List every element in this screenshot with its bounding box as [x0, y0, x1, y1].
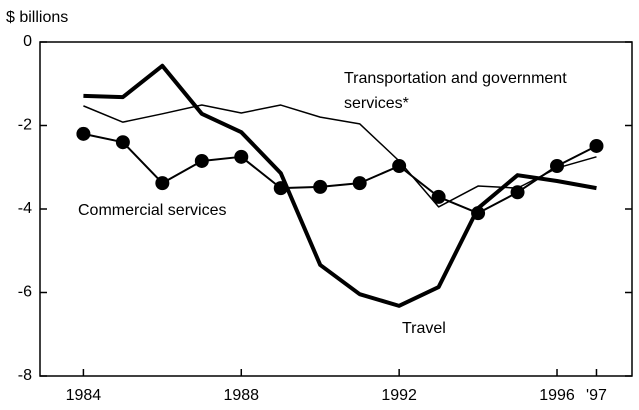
series-annotation: Commercial services	[78, 202, 227, 219]
x-tick-label: 1996	[539, 387, 575, 404]
y-tick-label: -6	[18, 284, 32, 301]
data-point	[392, 158, 407, 173]
data-point	[431, 189, 446, 204]
series-line	[83, 132, 597, 215]
data-point	[550, 158, 565, 173]
data-point	[194, 153, 209, 168]
y-tick-label: -2	[18, 117, 32, 134]
data-point	[155, 176, 170, 191]
x-tick-label: 1984	[66, 387, 102, 404]
y-axis-label: $ billions	[6, 9, 68, 26]
series-line	[83, 63, 597, 308]
series-annotation: Travel	[402, 320, 446, 337]
y-tick-label: -8	[18, 367, 32, 384]
x-tick-label: 1992	[381, 387, 417, 404]
y-tick-label: 0	[23, 33, 32, 50]
data-point	[510, 185, 525, 200]
data-point	[76, 126, 91, 141]
y-tick-label: -4	[18, 200, 32, 217]
series-line	[83, 104, 597, 208]
x-tick-label: 1988	[223, 387, 259, 404]
data-point	[313, 179, 328, 194]
series-annotation: Transportation and government services*	[344, 70, 567, 112]
data-point	[352, 176, 367, 191]
data-point	[234, 149, 249, 164]
x-tick-label: '97	[586, 387, 607, 404]
data-point	[115, 135, 130, 150]
data-point	[589, 138, 604, 153]
